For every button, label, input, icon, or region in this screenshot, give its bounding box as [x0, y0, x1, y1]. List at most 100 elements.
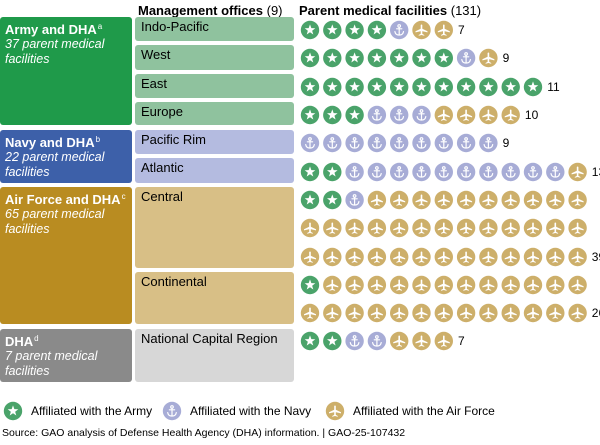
plane-icon: [568, 247, 587, 267]
footnote-marker: b: [95, 135, 101, 144]
plane-icon: [367, 275, 387, 295]
plane-icon: [456, 303, 476, 323]
star-icon: [412, 48, 431, 68]
anchor-icon: [412, 162, 431, 182]
plane-icon: [390, 303, 409, 323]
plane-icon: [523, 247, 543, 267]
plane-icon: [501, 247, 520, 267]
star-icon: [390, 77, 409, 97]
plane-icon: [434, 303, 453, 323]
offices-header-label: Management offices: [138, 3, 263, 18]
plane-icon: [434, 331, 453, 351]
facilities-header-count: (131): [450, 3, 482, 18]
anchor-icon: [434, 162, 453, 182]
legend-label: Affiliated with the Navy: [190, 404, 312, 418]
plane-icon: [412, 275, 431, 295]
group-description: 7 parent medical facilities: [5, 349, 98, 378]
plane-icon: [390, 247, 409, 267]
plane-icon: [523, 190, 543, 210]
anchor-icon: [345, 331, 364, 351]
star-icon: [479, 77, 498, 97]
footnote-marker: c: [121, 192, 126, 201]
plane-icon: [456, 105, 476, 125]
plane-icon: [456, 190, 476, 210]
footnote-marker: d: [34, 334, 39, 343]
star-icon: [523, 77, 543, 97]
star-icon: [456, 77, 476, 97]
anchor-icon: [479, 133, 498, 153]
plane-icon: [568, 275, 587, 295]
star-icon: [300, 331, 320, 351]
anchor-icon: [456, 133, 476, 153]
management-offices-header: Management offices (9): [138, 3, 283, 18]
plane-icon: [300, 218, 320, 238]
plane-icon: [300, 247, 320, 267]
plane-icon: [412, 218, 431, 238]
parent-facilities-header: Parent medical facilities (131): [299, 3, 481, 18]
plane-icon: [345, 303, 364, 323]
anchor-icon: [546, 162, 565, 182]
anchor-icon: [390, 162, 409, 182]
group-navy-dha: Navy and DHAb 22 parent medical faciliti…: [0, 130, 132, 183]
plane-icon: [501, 275, 520, 295]
anchor-icon: [390, 105, 409, 125]
facility-count-label: 7: [458, 334, 465, 348]
group-army-dha: Army and DHAa 37 parent medical faciliti…: [0, 17, 132, 125]
plane-icon: [434, 105, 453, 125]
anchor-icon: [456, 48, 476, 68]
star-icon: [3, 401, 23, 421]
plane-icon: [345, 218, 364, 238]
plane-icon: [568, 162, 587, 182]
anchor-icon: [412, 133, 431, 153]
facility-icons-svg: [300, 20, 587, 351]
star-icon: [501, 77, 520, 97]
anchor-icon: [523, 162, 543, 182]
star-icon: [390, 48, 409, 68]
plane-icon: [434, 20, 453, 40]
plane-icon: [367, 218, 387, 238]
facility-count-label: 11: [547, 80, 560, 94]
star-icon: [434, 77, 453, 97]
plane-icon: [546, 218, 565, 238]
plane-icon: [501, 218, 520, 238]
facility-count-label: 39: [591, 250, 600, 264]
facility-count-label: 10: [524, 108, 539, 122]
anchor-icon: [390, 133, 409, 153]
plane-icon: [367, 190, 387, 210]
legend-icon-svg: [162, 401, 182, 421]
star-icon: [323, 77, 342, 97]
legend-item-army: Affiliated with the Army: [3, 401, 152, 421]
office-west: West: [135, 45, 294, 70]
plane-icon: [479, 48, 498, 68]
plane-icon: [523, 275, 543, 295]
source-note: Source: GAO analysis of Defense Health A…: [2, 427, 406, 439]
plane-icon: [523, 303, 543, 323]
office-pacific-rim: Pacific Rim: [135, 130, 294, 154]
plane-icon: [479, 247, 498, 267]
group-description: 37 parent medical facilities: [5, 37, 105, 66]
facility-count-label: 7: [458, 23, 465, 37]
plane-icon: [412, 247, 431, 267]
plane-icon: [325, 401, 345, 421]
facility-count-label: 9: [502, 51, 510, 65]
plane-icon: [412, 190, 431, 210]
star-icon: [345, 48, 364, 68]
anchor-icon: [456, 162, 476, 182]
anchor-icon: [367, 133, 387, 153]
anchor-icon: [162, 401, 182, 421]
plane-icon: [367, 303, 387, 323]
star-icon: [345, 20, 364, 40]
legend-label: Affiliated with the Air Force: [353, 404, 495, 418]
star-icon: [300, 20, 320, 40]
star-icon: [300, 275, 320, 295]
plane-icon: [456, 275, 476, 295]
plane-icon: [412, 20, 431, 40]
facility-count-label: 9: [502, 136, 510, 150]
plane-icon: [479, 105, 498, 125]
anchor-icon: [479, 162, 498, 182]
plane-icon: [479, 190, 498, 210]
plane-icon: [568, 303, 587, 323]
plane-icon: [323, 275, 342, 295]
legend-label: Affiliated with the Army: [31, 404, 153, 418]
offices-header-count: (9): [266, 3, 283, 18]
